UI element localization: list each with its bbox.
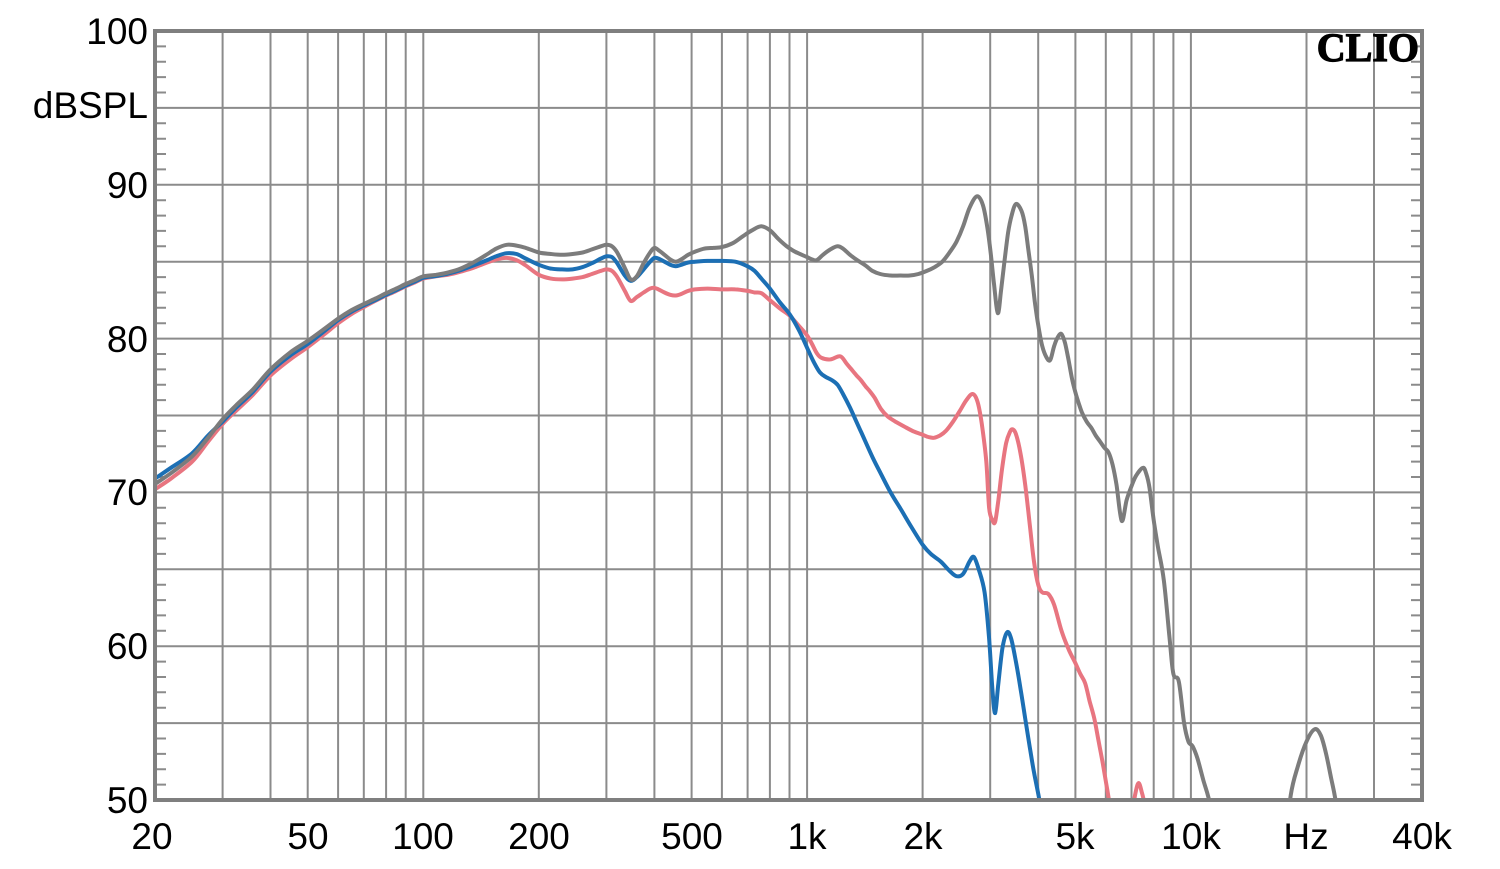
svg-text:70: 70 <box>107 472 148 513</box>
svg-text:Hz: Hz <box>1283 816 1328 857</box>
svg-text:500: 500 <box>661 816 723 857</box>
svg-text:50: 50 <box>287 816 328 857</box>
svg-text:5k: 5k <box>1055 816 1095 857</box>
svg-text:10k: 10k <box>1161 816 1221 857</box>
svg-text:80: 80 <box>107 319 148 360</box>
svg-text:60: 60 <box>107 626 148 667</box>
svg-text:200: 200 <box>508 816 570 857</box>
svg-text:100: 100 <box>86 11 148 52</box>
svg-text:40k: 40k <box>1392 816 1452 857</box>
svg-text:20: 20 <box>131 816 172 857</box>
svg-text:100: 100 <box>392 816 454 857</box>
svg-text:90: 90 <box>107 165 148 206</box>
svg-text:50: 50 <box>107 780 148 821</box>
svg-text:CLIO: CLIO <box>1317 25 1419 70</box>
svg-text:2k: 2k <box>903 816 943 857</box>
svg-text:dBSPL: dBSPL <box>33 85 148 126</box>
svg-text:1k: 1k <box>787 816 827 857</box>
